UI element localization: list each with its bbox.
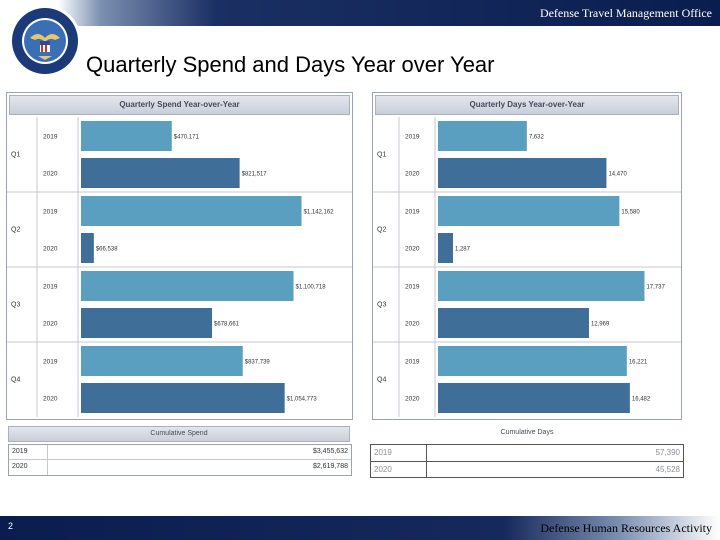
table-row: 2020 $2,619,788 [9,460,351,475]
cumulative-spend-year: 2019 [12,448,28,455]
spend-chart-panel: Quarterly Spend Year-over-Year Q1 2019 $47… [6,92,353,420]
days-series-label: 2020 [405,321,420,328]
spend-bar-2019-q1 [81,121,172,151]
spend-bar-2020-q2 [81,233,94,263]
days-bar-2019-q2 [438,196,620,226]
cumulative-days-title: Cumulative Days [372,426,682,442]
cumulative-spend-year: 2020 [12,463,28,470]
cumulative-days-year: 2019 [374,448,392,457]
spend-group-label: Q2 [11,227,20,234]
department-seal-icon [9,5,81,77]
spend-series-label: 2020 [43,246,58,253]
spend-data-label: $470,171 [174,135,200,141]
spend-data-label: $1,054,773 [287,397,318,403]
cumulative-days-value: 45,528 [655,465,680,474]
spend-data-label: $1,142,162 [304,210,335,216]
days-chart-panel: Quarterly Days Year-over-Year Q1 2019 7,63… [372,92,682,420]
days-series-label: 2020 [405,246,420,253]
days-series-label: 2020 [405,171,420,178]
cumulative-days-table: 2019 57,390 2020 45,528 [370,444,684,478]
header-org-title: Defense Travel Management Office [539,6,712,20]
spend-series-label: 2019 [43,359,58,366]
spend-bar-2020-q1 [81,158,240,188]
days-bar-2019-q3 [438,271,645,301]
spend-bar-2019-q2 [81,196,302,226]
spend-series-label: 2020 [43,396,58,403]
days-group-label: Q1 [377,152,386,159]
spend-series-label: 2019 [43,209,58,216]
spend-chart-title: Quarterly Spend Year-over-Year [9,95,350,115]
cumulative-days-year: 2020 [374,465,392,474]
spend-group-label: Q1 [11,152,20,159]
days-group-label: Q2 [377,227,386,234]
days-group-label: Q4 [377,377,386,384]
days-group-label: Q3 [377,302,386,309]
footer-band [0,516,720,540]
table-row: 2019 $3,455,632 [9,445,351,460]
spend-data-label: $821,517 [242,172,268,178]
spend-series-label: 2019 [43,134,58,141]
spend-series-label: 2020 [43,321,58,328]
footer-org-title: Defense Human Resources Activity [540,521,712,535]
cumulative-spend-value: $2,619,788 [312,463,348,470]
cumulative-spend-title: Cumulative Spend [8,426,350,442]
spend-data-label: $1,100,718 [296,285,327,291]
days-bar-2019-q1 [438,121,527,151]
spend-data-label: $837,739 [245,360,271,366]
spend-bar-2020-q4 [81,383,285,413]
days-chart-title: Quarterly Days Year-over-Year [375,95,679,115]
spend-group-label: Q3 [11,302,20,309]
spend-series-label: 2019 [43,284,58,291]
spend-data-label: $678,661 [214,322,240,328]
slide-title: Quarterly Spend and Days Year over Year [86,52,495,77]
days-series-label: 2019 [405,359,420,366]
spend-series-label: 2020 [43,171,58,178]
cumulative-days-value: 57,390 [655,448,680,457]
days-bar-2020-q3 [438,308,589,338]
days-series-label: 2019 [405,134,420,141]
days-bar-2020-q1 [438,158,607,188]
table-row: 2019 57,390 [371,445,683,462]
spend-chart: Q1 2019 $470,171 2020 $821,517 Q2 2019 $1,142,1… [7,117,352,417]
days-bar-2020-q2 [438,233,453,263]
days-data-label: 15,580 [621,210,640,216]
cumulative-spend-value: $3,455,632 [312,448,348,455]
spend-data-label: $66,538 [96,247,118,253]
days-series-label: 2019 [405,209,420,216]
spend-bar-2019-q3 [81,271,294,301]
spend-bar-2019-q4 [81,346,243,376]
header-band [0,0,720,26]
days-chart: Q1 2019 7,632 2020 14,470 Q2 2019 15,580 2020 1,2… [373,117,681,417]
spend-bar-2020-q3 [81,308,213,338]
cumulative-spend-table: 2019 $3,455,632 2020 $2,619,788 [8,444,352,476]
days-data-label: 14,470 [608,172,627,178]
days-series-label: 2020 [405,396,420,403]
days-series-label: 2019 [405,284,420,291]
days-data-label: 17,737 [646,285,665,291]
page-number: 2 [8,521,14,531]
days-data-label: 16,221 [629,360,648,366]
days-bar-2020-q4 [438,383,630,413]
days-bar-2019-q4 [438,346,627,376]
days-data-label: 1,287 [455,247,471,253]
spend-group-label: Q4 [11,377,20,384]
days-data-label: 16,482 [632,397,651,403]
days-data-label: 7,632 [529,135,545,141]
days-data-label: 12,969 [591,322,610,328]
table-row: 2020 45,528 [371,462,683,478]
